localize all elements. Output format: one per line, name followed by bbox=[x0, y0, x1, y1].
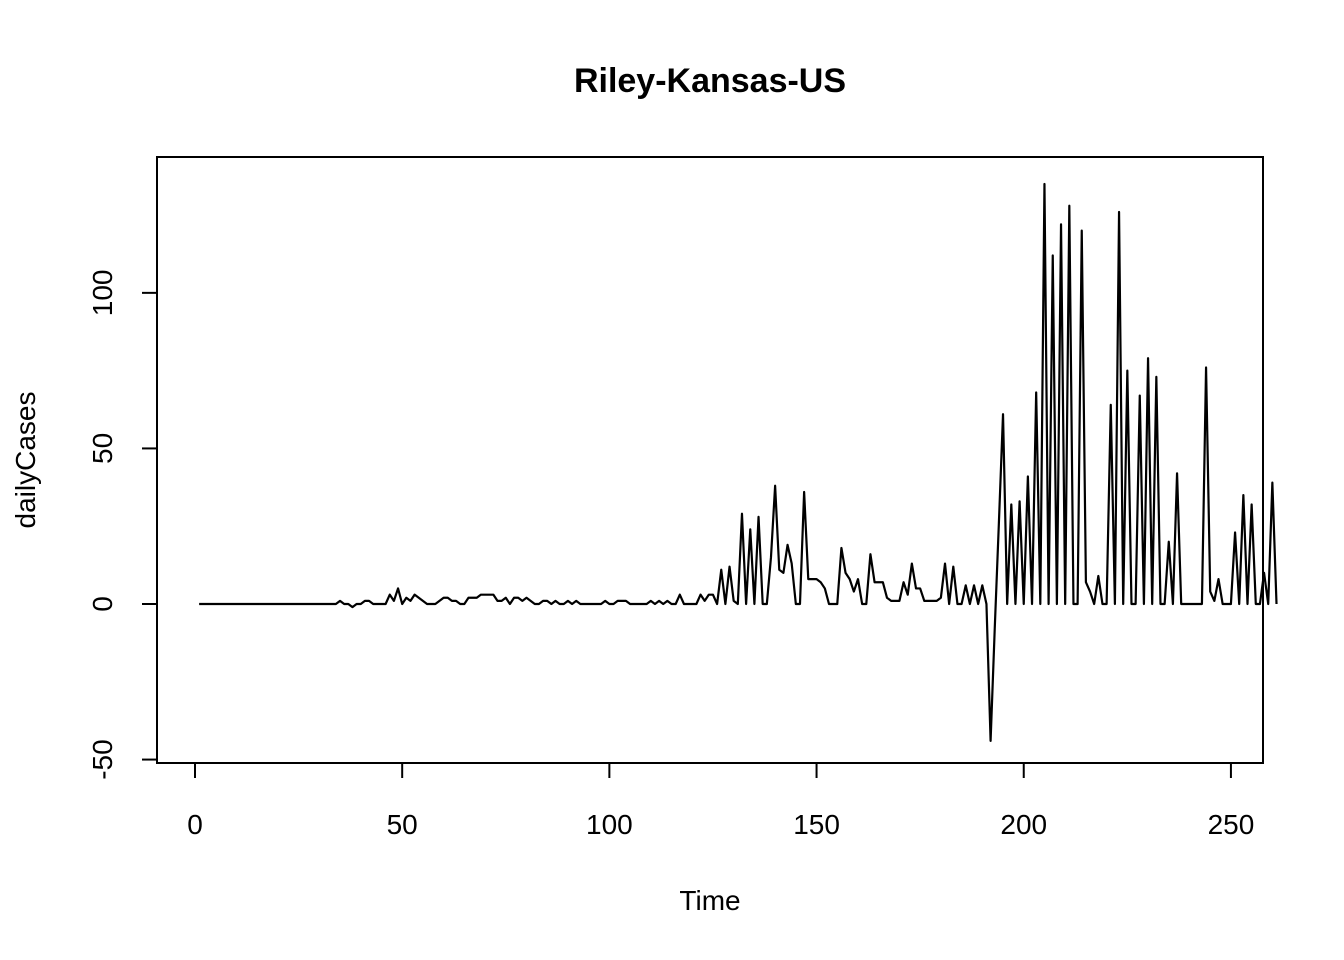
x-tick-label: 250 bbox=[1208, 809, 1255, 840]
series-group bbox=[199, 182, 1278, 743]
x-axis-label: Time bbox=[679, 885, 740, 916]
plot-frame bbox=[156, 156, 1264, 764]
y-tick-label: -50 bbox=[87, 739, 118, 779]
x-tick-label: 50 bbox=[387, 809, 418, 840]
chart-title: Riley-Kansas-US bbox=[574, 62, 846, 100]
series-line-1 bbox=[199, 182, 1278, 743]
y-tick-label: 100 bbox=[87, 270, 118, 317]
x-axis: 0 50 100 150 200 250 bbox=[187, 762, 1255, 840]
x-tick-label: 0 bbox=[187, 809, 203, 840]
x-tick-label: 200 bbox=[1000, 809, 1047, 840]
y-axis: -50 0 50 100 bbox=[87, 270, 158, 780]
y-tick-label: 50 bbox=[87, 433, 118, 464]
x-tick-label: 100 bbox=[586, 809, 633, 840]
x-tick-label: 150 bbox=[793, 809, 840, 840]
y-tick-label: 0 bbox=[87, 596, 118, 612]
y-axis-label: dailyCases bbox=[10, 392, 41, 529]
